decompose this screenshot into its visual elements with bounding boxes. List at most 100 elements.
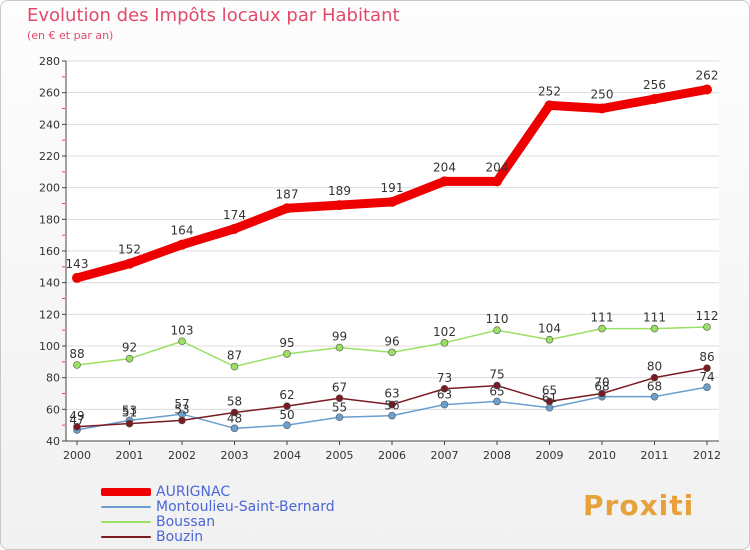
legend-item-bouzin: Bouzin	[101, 530, 335, 545]
x-tick-label-2002: 2002	[168, 449, 196, 462]
data-point-aurignac-2010	[597, 103, 607, 114]
y-tick-label-60: 60	[46, 403, 60, 416]
y-tick-label-180: 180	[39, 213, 60, 226]
legend-label-aurignac: AURIGNAC	[156, 484, 231, 500]
data-point-aurignac-2003	[229, 223, 240, 234]
data-point-montoulieu-saint-bernard-2008	[493, 397, 501, 406]
data-point-bouzin-2004	[283, 402, 291, 410]
data-point-montoulieu-saint-bernard-2011	[650, 392, 659, 401]
data-label-bouzin-2005: 67	[332, 380, 347, 394]
data-label-boussan-2000: 88	[69, 347, 84, 361]
data-label-boussan-2005: 99	[332, 330, 347, 344]
y-tick-label-120: 120	[39, 308, 60, 321]
data-point-boussan-2002	[178, 337, 186, 346]
y-tick-label-80: 80	[46, 372, 60, 385]
data-label-boussan-2012: 112	[696, 309, 719, 323]
data-label-boussan-2011: 111	[643, 311, 666, 325]
y-tick-label-200: 200	[39, 182, 60, 195]
data-point-bouzin-2001	[125, 419, 134, 428]
data-point-montoulieu-saint-bernard-2005	[335, 413, 344, 422]
data-label-montoulieu-saint-bernard-2008: 65	[489, 384, 504, 398]
data-label-boussan-2002: 103	[171, 323, 194, 337]
data-point-boussan-2007	[440, 339, 449, 347]
data-label-aurignac-2002: 164	[171, 224, 194, 238]
data-point-aurignac-2006	[387, 196, 397, 207]
data-point-bouzin-2007	[440, 384, 449, 393]
data-label-montoulieu-saint-bernard-2012: 74	[699, 370, 714, 384]
data-label-bouzin-2007: 73	[437, 371, 452, 385]
y-tick-label-240: 240	[39, 118, 60, 131]
data-label-montoulieu-saint-bernard-2001: 53	[122, 403, 137, 417]
proxiti-logo: Proxiti	[583, 489, 695, 522]
data-label-aurignac-2005: 189	[328, 184, 351, 198]
data-label-boussan-2001: 92	[122, 341, 137, 355]
data-label-boussan-2007: 102	[433, 325, 456, 339]
legend-swatch-montoulieu	[101, 506, 151, 508]
data-label-bouzin-2002: 53	[174, 402, 189, 416]
legend: AURIGNAC Montoulieu-Saint-Bernard Boussa…	[101, 485, 335, 545]
data-point-montoulieu-saint-bernard-2004	[283, 421, 291, 429]
data-point-boussan-2009	[545, 335, 554, 344]
data-point-bouzin-2002	[178, 416, 186, 425]
x-tick-label-2010: 2010	[588, 449, 616, 462]
x-tick-label-2005: 2005	[326, 449, 354, 462]
data-point-aurignac-2004	[282, 203, 292, 214]
data-point-bouzin-2009	[545, 397, 554, 406]
data-label-boussan-2006: 96	[384, 334, 399, 348]
data-point-boussan-2005	[335, 343, 344, 352]
data-label-boussan-2009: 104	[538, 322, 561, 336]
data-label-bouzin-2009: 65	[542, 383, 557, 397]
legend-item-aurignac: AURIGNAC	[101, 485, 335, 500]
x-tick-label-2001: 2001	[116, 449, 144, 462]
data-label-montoulieu-saint-bernard-2006: 56	[384, 399, 399, 413]
data-label-bouzin-2004: 62	[279, 388, 294, 402]
data-point-montoulieu-saint-bernard-2006	[388, 411, 396, 420]
legend-item-montoulieu: Montoulieu-Saint-Bernard	[101, 500, 335, 515]
data-label-montoulieu-saint-bernard-2000: 47	[69, 413, 84, 427]
data-point-bouzin-2003	[230, 408, 239, 417]
data-label-boussan-2008: 110	[486, 312, 509, 326]
data-point-montoulieu-saint-bernard-2007	[440, 400, 449, 409]
data-label-boussan-2010: 111	[591, 311, 614, 325]
data-point-aurignac-2011	[649, 94, 660, 104]
y-tick-label-160: 160	[39, 245, 60, 258]
data-label-montoulieu-saint-bernard-2002: 57	[174, 397, 189, 411]
legend-label-bouzin: Bouzin	[156, 529, 204, 545]
data-label-bouzin-2008: 75	[489, 368, 504, 382]
data-label-bouzin-2012: 86	[699, 350, 714, 364]
data-label-aurignac-2010: 250	[591, 88, 614, 102]
y-tick-label-260: 260	[39, 87, 60, 100]
data-point-aurignac-2007	[439, 176, 450, 187]
x-tick-label-2009: 2009	[536, 449, 564, 462]
data-label-bouzin-2011: 80	[647, 360, 662, 374]
data-point-bouzin-2006	[388, 400, 396, 409]
data-label-montoulieu-saint-bernard-2010: 68	[594, 380, 609, 394]
y-tick-label-220: 220	[39, 150, 60, 163]
data-label-bouzin-2000: 49	[69, 409, 84, 423]
legend-label-montoulieu: Montoulieu-Saint-Bernard	[156, 499, 335, 515]
data-label-montoulieu-saint-bernard-2005: 55	[332, 400, 347, 414]
data-point-boussan-2012	[703, 323, 711, 331]
data-point-aurignac-2012	[702, 84, 712, 95]
x-tick-label-2008: 2008	[483, 449, 511, 462]
data-point-boussan-2001	[125, 354, 134, 363]
data-label-aurignac-2008: 204	[486, 160, 509, 174]
data-label-bouzin-2001: 51	[122, 406, 137, 420]
data-point-bouzin-2000	[73, 422, 81, 431]
data-point-boussan-2003	[230, 362, 239, 371]
data-label-montoulieu-saint-bernard-2007: 63	[437, 388, 452, 402]
data-point-bouzin-2012	[703, 364, 711, 372]
y-tick-label-280: 280	[39, 55, 60, 68]
data-point-bouzin-2005	[335, 394, 344, 403]
data-label-bouzin-2006: 63	[384, 387, 399, 401]
x-tick-label-2011: 2011	[641, 449, 669, 462]
chart-subtitle: (en € et par an)	[27, 29, 114, 42]
data-label-montoulieu-saint-bernard-2009: 61	[542, 391, 557, 405]
x-tick-label-2004: 2004	[273, 449, 301, 462]
data-label-montoulieu-saint-bernard-2004: 50	[279, 408, 294, 422]
data-point-aurignac-2008	[492, 176, 502, 187]
data-label-montoulieu-saint-bernard-2003: 48	[227, 411, 242, 425]
data-point-boussan-2008	[493, 326, 501, 334]
